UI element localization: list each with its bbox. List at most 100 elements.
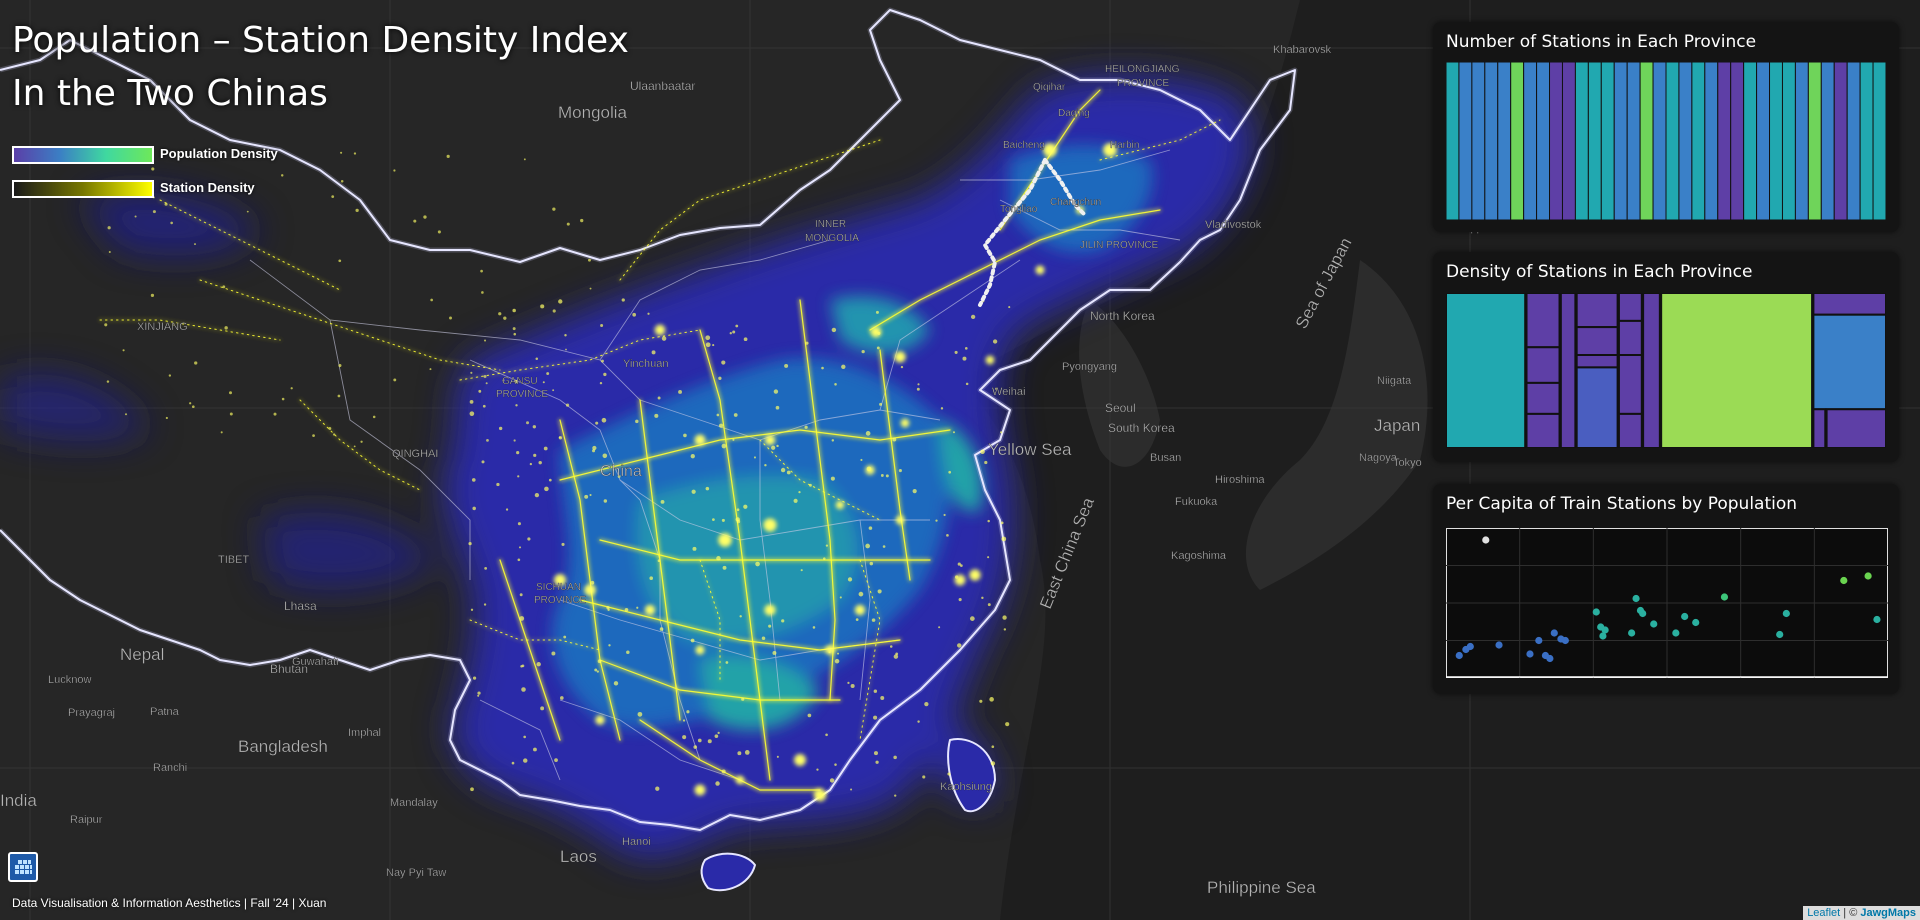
layer-control-button[interactable] xyxy=(8,852,38,882)
map-label: Pyongyang xyxy=(1062,361,1117,373)
density-cell[interactable] xyxy=(1812,293,1886,316)
stations-density-chart xyxy=(1446,293,1886,448)
bar[interactable] xyxy=(1678,62,1693,220)
map-label: SICHUAN xyxy=(536,582,581,593)
bar[interactable] xyxy=(1471,62,1486,220)
scatter-point[interactable] xyxy=(1840,576,1848,585)
density-cell[interactable] xyxy=(1525,412,1561,448)
density-cell[interactable] xyxy=(1642,293,1661,448)
map-label: MONGOLIA xyxy=(805,233,859,244)
density-cell[interactable] xyxy=(1617,293,1643,322)
bar[interactable] xyxy=(1717,62,1732,220)
bar[interactable] xyxy=(1704,62,1719,220)
bar[interactable] xyxy=(1587,62,1602,220)
bar[interactable] xyxy=(1639,62,1654,220)
map-label: Qiqihar xyxy=(1033,82,1066,93)
scatter-point[interactable] xyxy=(1650,620,1658,628)
density-cell[interactable] xyxy=(1617,354,1643,415)
map-label: Guwahati xyxy=(292,656,338,668)
density-cell[interactable] xyxy=(1812,313,1886,411)
bar[interactable] xyxy=(1820,62,1835,220)
density-cell[interactable] xyxy=(1575,366,1619,448)
scatter-point[interactable] xyxy=(1599,632,1607,640)
bar[interactable] xyxy=(1536,62,1551,220)
bar[interactable] xyxy=(1691,62,1706,220)
bar[interactable] xyxy=(1846,62,1861,220)
density-cell[interactable] xyxy=(1825,408,1886,448)
map-label: Baicheng xyxy=(1003,140,1045,151)
bar[interactable] xyxy=(1574,62,1589,220)
scatter-point[interactable] xyxy=(1692,618,1700,627)
jawgmaps-link[interactable]: JawgMaps xyxy=(1860,907,1916,919)
density-cell[interactable] xyxy=(1812,408,1827,448)
density-cell[interactable] xyxy=(1525,381,1561,415)
map-label: Daqing xyxy=(1058,108,1090,119)
map-label: PROVINCE xyxy=(534,595,587,606)
scatter-point[interactable] xyxy=(1526,650,1534,658)
map-label: Ranchi xyxy=(153,762,187,774)
bar[interactable] xyxy=(1446,62,1460,220)
density-cell[interactable] xyxy=(1525,346,1561,384)
legend-label-station: Station Density xyxy=(160,180,255,195)
bar[interactable] xyxy=(1484,62,1499,220)
title-line-2: In the Two Chinas xyxy=(12,73,328,114)
scatter-point[interactable] xyxy=(1864,572,1872,580)
density-cell[interactable] xyxy=(1559,293,1577,448)
density-cell[interactable] xyxy=(1575,354,1619,369)
bar[interactable] xyxy=(1549,62,1563,220)
scatter-point[interactable] xyxy=(1776,630,1784,639)
density-cell[interactable] xyxy=(1617,412,1643,448)
bar[interactable] xyxy=(1626,62,1641,220)
scatter-point[interactable] xyxy=(1561,636,1569,645)
bar[interactable] xyxy=(1665,62,1680,220)
bar[interactable] xyxy=(1859,62,1874,220)
scatter-point[interactable] xyxy=(1495,641,1503,649)
bar[interactable] xyxy=(1523,62,1538,220)
bar[interactable] xyxy=(1497,62,1512,220)
bar[interactable] xyxy=(1510,62,1525,220)
scatter-point[interactable] xyxy=(1632,594,1640,603)
bar[interactable] xyxy=(1730,62,1745,220)
scatter-point[interactable] xyxy=(1550,629,1558,637)
map-label: XINJIANG xyxy=(137,321,188,333)
density-cell[interactable] xyxy=(1575,326,1619,356)
map-attribution: Leaflet | © JawgMaps xyxy=(1803,906,1920,920)
bar[interactable] xyxy=(1561,62,1576,220)
density-cell[interactable] xyxy=(1660,293,1814,448)
scatter-point[interactable] xyxy=(1592,608,1600,616)
density-cell[interactable] xyxy=(1446,293,1527,448)
bar[interactable] xyxy=(1794,62,1809,220)
density-cell[interactable] xyxy=(1617,319,1643,356)
bar[interactable] xyxy=(1781,62,1796,220)
scatter-point[interactable] xyxy=(1535,636,1543,645)
map-label: Seoul xyxy=(1105,401,1136,415)
scatter-point[interactable] xyxy=(1628,629,1636,637)
map-label: QINGHAI xyxy=(392,448,438,460)
scatter-point[interactable] xyxy=(1455,651,1463,660)
scatter-point[interactable] xyxy=(1672,629,1680,637)
scatter-point[interactable] xyxy=(1546,654,1554,663)
panel-title-per-capita: Per Capita of Train Stations by Populati… xyxy=(1446,494,1798,514)
scatter-point[interactable] xyxy=(1720,593,1729,601)
scatter-point[interactable] xyxy=(1601,626,1609,634)
bar[interactable] xyxy=(1833,62,1848,220)
scatter-point[interactable] xyxy=(1873,615,1881,624)
density-cell[interactable] xyxy=(1525,293,1561,349)
scatter-point[interactable] xyxy=(1681,612,1689,621)
map-label: Vladivostok xyxy=(1205,219,1262,231)
scatter-point[interactable] xyxy=(1782,609,1790,618)
bar[interactable] xyxy=(1458,62,1473,220)
bar[interactable] xyxy=(1613,62,1628,220)
density-cell[interactable] xyxy=(1575,293,1619,329)
bar[interactable] xyxy=(1652,62,1667,220)
leaflet-link[interactable]: Leaflet xyxy=(1807,907,1841,919)
bar[interactable] xyxy=(1769,62,1783,220)
bar[interactable] xyxy=(1872,62,1886,220)
bar[interactable] xyxy=(1807,62,1822,220)
scatter-point[interactable] xyxy=(1639,609,1647,618)
bar[interactable] xyxy=(1600,62,1615,220)
scatter-point[interactable] xyxy=(1482,536,1490,544)
scatter-point[interactable] xyxy=(1466,642,1474,651)
bar[interactable] xyxy=(1743,62,1758,220)
bar[interactable] xyxy=(1756,62,1771,220)
